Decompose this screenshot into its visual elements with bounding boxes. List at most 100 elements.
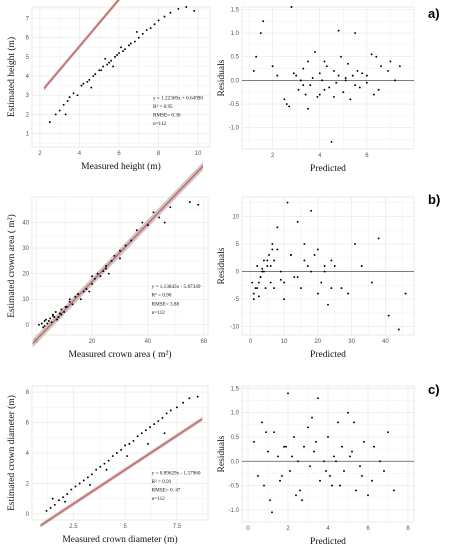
panel-c-right-residuals: 0 2 4 6 8 -1.0 -0.5 0.0 0.5 1.0 1.5 Predicted Residu… xyxy=(217,385,415,547)
data-point xyxy=(393,489,395,492)
x-tick-label: 8 xyxy=(406,526,410,532)
data-point xyxy=(354,242,356,245)
data-point xyxy=(283,98,286,101)
data-point xyxy=(175,406,178,409)
fit-annotation: R² = 0.95 xyxy=(153,104,173,110)
data-point xyxy=(253,440,255,443)
y-tick-label: 0.5 xyxy=(231,55,240,61)
data-point xyxy=(163,221,166,224)
data-point xyxy=(126,455,129,457)
x-tick-label: 20 xyxy=(315,339,322,345)
data-point xyxy=(359,465,361,468)
data-point xyxy=(188,201,191,204)
x-tick-label: 2.5 xyxy=(69,524,78,530)
data-point xyxy=(110,259,113,262)
y-tick-label: 3 xyxy=(26,93,30,99)
data-point xyxy=(293,436,295,438)
x-tick-label: 10 xyxy=(281,339,288,345)
y-tick-label: -5 xyxy=(234,297,240,303)
data-point xyxy=(119,257,121,260)
data-point xyxy=(165,412,168,415)
y-axis-label: Residuals xyxy=(217,247,227,284)
data-point xyxy=(341,445,343,448)
data-point xyxy=(256,265,259,267)
x-tick-label: 2 xyxy=(286,526,290,532)
data-point xyxy=(128,442,131,445)
data-point xyxy=(271,511,273,514)
data-point xyxy=(323,270,326,273)
data-point xyxy=(379,460,381,463)
data-point xyxy=(157,19,160,22)
data-point xyxy=(197,203,200,206)
data-point xyxy=(295,494,297,497)
data-point xyxy=(286,201,289,204)
x-tick-label: 4 xyxy=(318,153,322,159)
data-point xyxy=(113,254,116,257)
data-point xyxy=(85,288,88,290)
data-point xyxy=(380,65,382,68)
data-point xyxy=(259,32,262,34)
data-point xyxy=(300,287,302,290)
fit-annotation: y = 0.89629x - 1.57960 xyxy=(152,470,201,476)
fit-annotation: n=112 xyxy=(152,496,166,502)
y-tick-label: 1.0 xyxy=(231,31,240,37)
data-point xyxy=(266,259,269,262)
x-tick-label: 6 xyxy=(365,153,369,159)
data-point xyxy=(277,455,279,458)
data-point xyxy=(310,270,313,273)
y-tick-label: 20 xyxy=(22,272,29,278)
data-point xyxy=(394,79,397,82)
data-point xyxy=(259,276,262,278)
y-tick-label: 1.5 xyxy=(231,7,240,13)
data-point xyxy=(95,468,98,471)
data-point xyxy=(193,9,196,12)
data-point xyxy=(252,69,255,72)
data-point xyxy=(271,65,274,68)
y-tick-label: 0 xyxy=(236,270,240,276)
data-point xyxy=(114,55,117,58)
y-tick-label: 0.0 xyxy=(231,459,240,465)
data-point xyxy=(60,313,63,316)
data-point xyxy=(88,290,91,293)
data-point xyxy=(332,95,335,98)
data-point xyxy=(58,109,61,112)
data-point xyxy=(314,51,316,53)
data-point xyxy=(252,298,255,301)
data-point xyxy=(283,281,286,284)
panel-a-right-residuals: 2 4 6 -1.0 -0.5 0.0 0.5 1.0 1.5 Predicted Residual… xyxy=(217,6,415,174)
data-point xyxy=(273,287,275,290)
data-point xyxy=(158,216,161,219)
y-tick-label: 1.5 xyxy=(231,386,240,392)
data-point xyxy=(327,436,329,438)
data-point xyxy=(65,305,68,308)
fit-annotation: n=112 xyxy=(152,310,166,316)
data-point xyxy=(344,77,347,79)
data-point xyxy=(307,426,309,429)
data-point xyxy=(53,503,56,506)
data-point xyxy=(273,259,275,262)
data-point xyxy=(302,84,305,87)
data-point xyxy=(112,65,115,68)
y-tick-label: 1.0 xyxy=(231,411,240,417)
data-point xyxy=(149,27,152,30)
data-point xyxy=(135,229,138,232)
data-point xyxy=(307,60,309,63)
data-point xyxy=(310,209,313,212)
data-point xyxy=(82,82,85,85)
data-point xyxy=(96,272,99,275)
data-point xyxy=(337,74,340,77)
data-point xyxy=(398,65,401,68)
data-point xyxy=(279,270,282,273)
data-point xyxy=(347,62,349,65)
data-point xyxy=(330,140,333,143)
data-point xyxy=(377,88,380,91)
data-point xyxy=(337,29,340,32)
data-point xyxy=(153,423,156,426)
data-point xyxy=(52,314,54,317)
y-tick-label: -0.5 xyxy=(229,102,240,108)
data-point xyxy=(145,29,148,31)
data-point xyxy=(292,72,295,75)
data-point xyxy=(309,84,312,87)
data-point xyxy=(323,265,326,267)
